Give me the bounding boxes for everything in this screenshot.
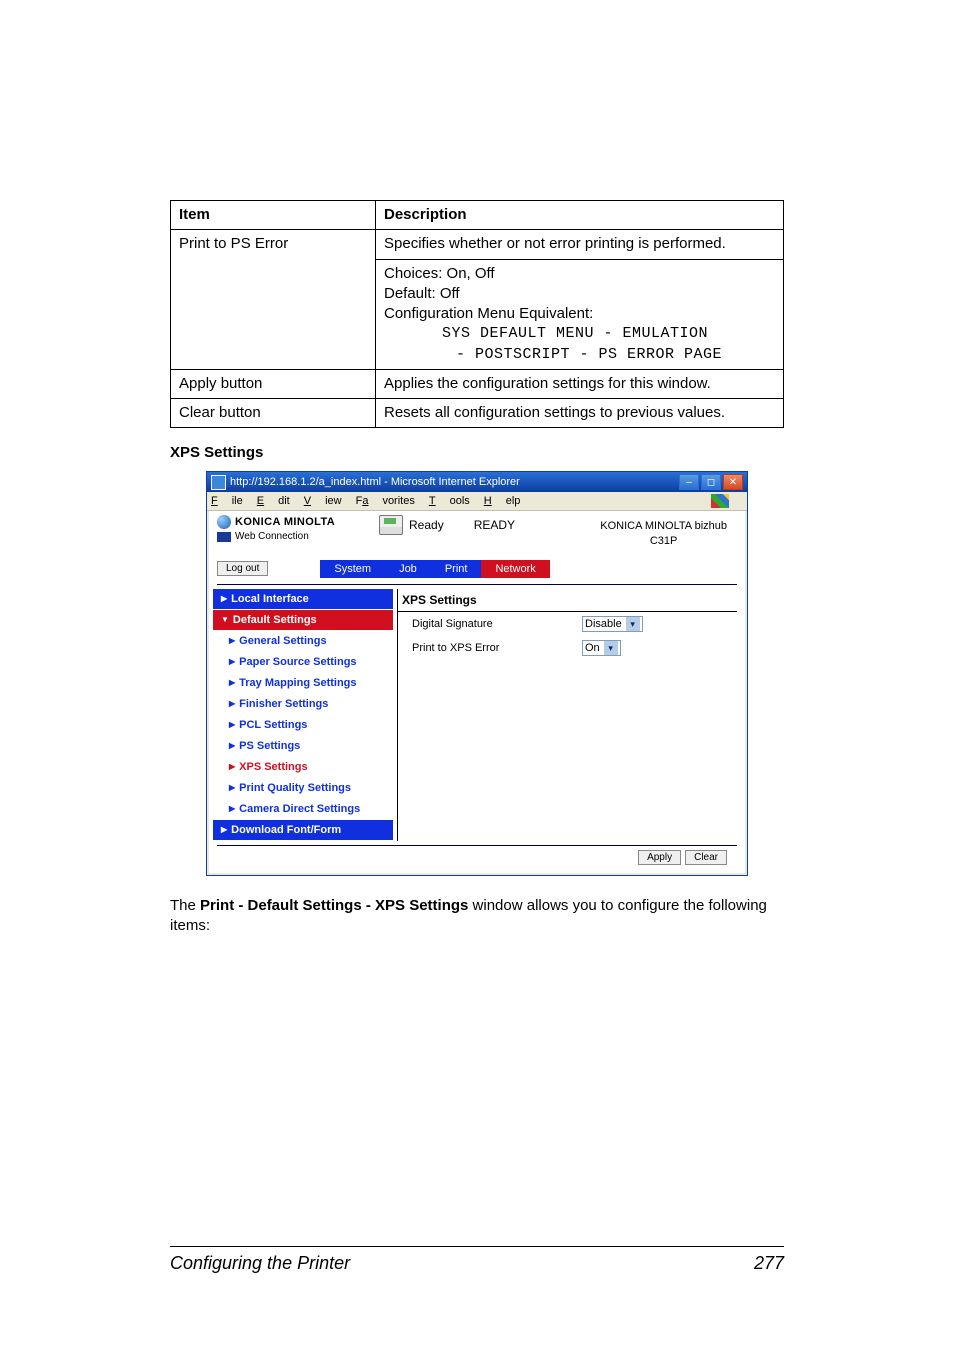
sidebar-item-default-settings[interactable]: Default Settings (213, 610, 393, 630)
footer-page-number: 277 (754, 1253, 784, 1274)
td-item-0: Print to PS Error (171, 230, 376, 370)
page-header: KONICA MINOLTA Web Connection Ready READ… (209, 511, 745, 554)
model-line-1: KONICA MINOLTA bizhub (600, 519, 727, 533)
embedded-screenshot: http://192.168.1.2/a_index.html - Micros… (206, 471, 748, 876)
window-close-button[interactable]: ✕ (723, 474, 743, 490)
label-print-xps-error: Print to XPS Error (412, 642, 582, 654)
logout-button[interactable]: Log out (217, 561, 268, 576)
sidebar-item-camera-direct[interactable]: Camera Direct Settings (213, 799, 393, 819)
th-item: Item (171, 201, 376, 230)
tab-network[interactable]: Network (481, 560, 549, 578)
default-line: Default: Off (384, 285, 460, 302)
brand-text: KONICA MINOLTA (235, 516, 335, 528)
conf-line: Configuration Menu Equivalent: (384, 305, 593, 322)
main-panel: XPS Settings Digital Signature Disable▾ … (397, 589, 745, 841)
model-line-2: C31P (600, 534, 727, 548)
body-text-bold: Print - Default Settings - XPS Settings (200, 897, 468, 914)
sidebar-item-paper-source[interactable]: Paper Source Settings (213, 652, 393, 672)
sidebar: Local Interface Default Settings General… (209, 585, 397, 845)
sidebar-item-finisher[interactable]: Finisher Settings (213, 694, 393, 714)
td-item-1: Apply button (171, 369, 376, 398)
td-item-2: Clear button (171, 399, 376, 428)
section-heading: XPS Settings (170, 444, 784, 461)
form-row-digital-signature: Digital Signature Disable▾ (398, 612, 737, 636)
ready-label: Ready (409, 518, 444, 532)
ie-throbber-icon (711, 494, 729, 508)
main-panel-title: XPS Settings (398, 589, 737, 612)
globe-icon (217, 515, 231, 529)
td-desc-1: Applies the configuration settings for t… (376, 369, 784, 398)
window-maximize-button[interactable]: ◻ (701, 474, 721, 490)
footer-title: Configuring the Printer (170, 1253, 350, 1274)
menu-edit[interactable]: Edit (257, 495, 290, 507)
select-digital-signature[interactable]: Disable▾ (582, 616, 643, 632)
select-print-xps-error[interactable]: On▾ (582, 640, 621, 656)
th-desc: Description (376, 201, 784, 230)
menu-help[interactable]: Help (484, 495, 521, 507)
menu-view[interactable]: View (304, 495, 342, 507)
page-footer: Configuring the Printer 277 (170, 1246, 784, 1274)
sidebar-item-print-quality[interactable]: Print Quality Settings (213, 778, 393, 798)
spec-table: Item Description Print to PS Error Speci… (170, 200, 784, 428)
brand-logo: KONICA MINOLTA (217, 515, 379, 529)
window-titlebar: http://192.168.1.2/a_index.html - Micros… (207, 472, 747, 492)
model-info: KONICA MINOLTA bizhub C31P (600, 515, 737, 548)
body-text: The Print - Default Settings - XPS Setti… (170, 896, 784, 937)
menu-file[interactable]: File (211, 495, 243, 507)
tab-print[interactable]: Print (431, 560, 482, 578)
sidebar-item-local-interface[interactable]: Local Interface (213, 589, 393, 609)
sidebar-item-xps[interactable]: XPS Settings (213, 757, 393, 777)
embedded-footer: Apply Clear (217, 845, 737, 869)
clear-button[interactable]: Clear (685, 850, 727, 865)
sidebar-item-general-settings[interactable]: General Settings (213, 631, 393, 651)
pagescope-icon (217, 532, 231, 542)
apply-button[interactable]: Apply (638, 850, 681, 865)
printer-status-icon (379, 515, 403, 535)
sidebar-item-tray-mapping[interactable]: Tray Mapping Settings (213, 673, 393, 693)
form-row-print-xps-error: Print to XPS Error On▾ (398, 636, 737, 660)
sidebar-item-pcl[interactable]: PCL Settings (213, 715, 393, 735)
ready-big: READY (474, 518, 515, 532)
tab-system[interactable]: System (320, 560, 385, 578)
mono-line-1: SYS DEFAULT MENU - EMULATION (384, 324, 775, 344)
page-scope-logo: Web Connection (217, 531, 379, 542)
ie-icon (211, 475, 226, 490)
tab-job[interactable]: Job (385, 560, 431, 578)
menu-tools[interactable]: Tools (429, 495, 470, 507)
sidebar-item-download-font[interactable]: Download Font/Form (213, 820, 393, 840)
menu-favorites[interactable]: Favorites (356, 495, 415, 507)
sidebar-item-ps[interactable]: PS Settings (213, 736, 393, 756)
pagescope-text: Web Connection (235, 531, 309, 542)
mono-line-2: - POSTSCRIPT - PS ERROR PAGE (384, 345, 775, 365)
td-desc-0b: Choices: On, Off Default: Off Configurat… (376, 259, 784, 369)
choices-line: Choices: On, Off (384, 265, 495, 282)
window-minimize-button[interactable]: – (679, 474, 699, 490)
browser-menubar: File Edit View Favorites Tools Help (207, 492, 747, 511)
td-desc-0a: Specifies whether or not error printing … (376, 230, 784, 259)
td-desc-2: Resets all configuration settings to pre… (376, 399, 784, 428)
window-title-text: http://192.168.1.2/a_index.html - Micros… (230, 476, 520, 488)
label-digital-signature: Digital Signature (412, 618, 582, 630)
